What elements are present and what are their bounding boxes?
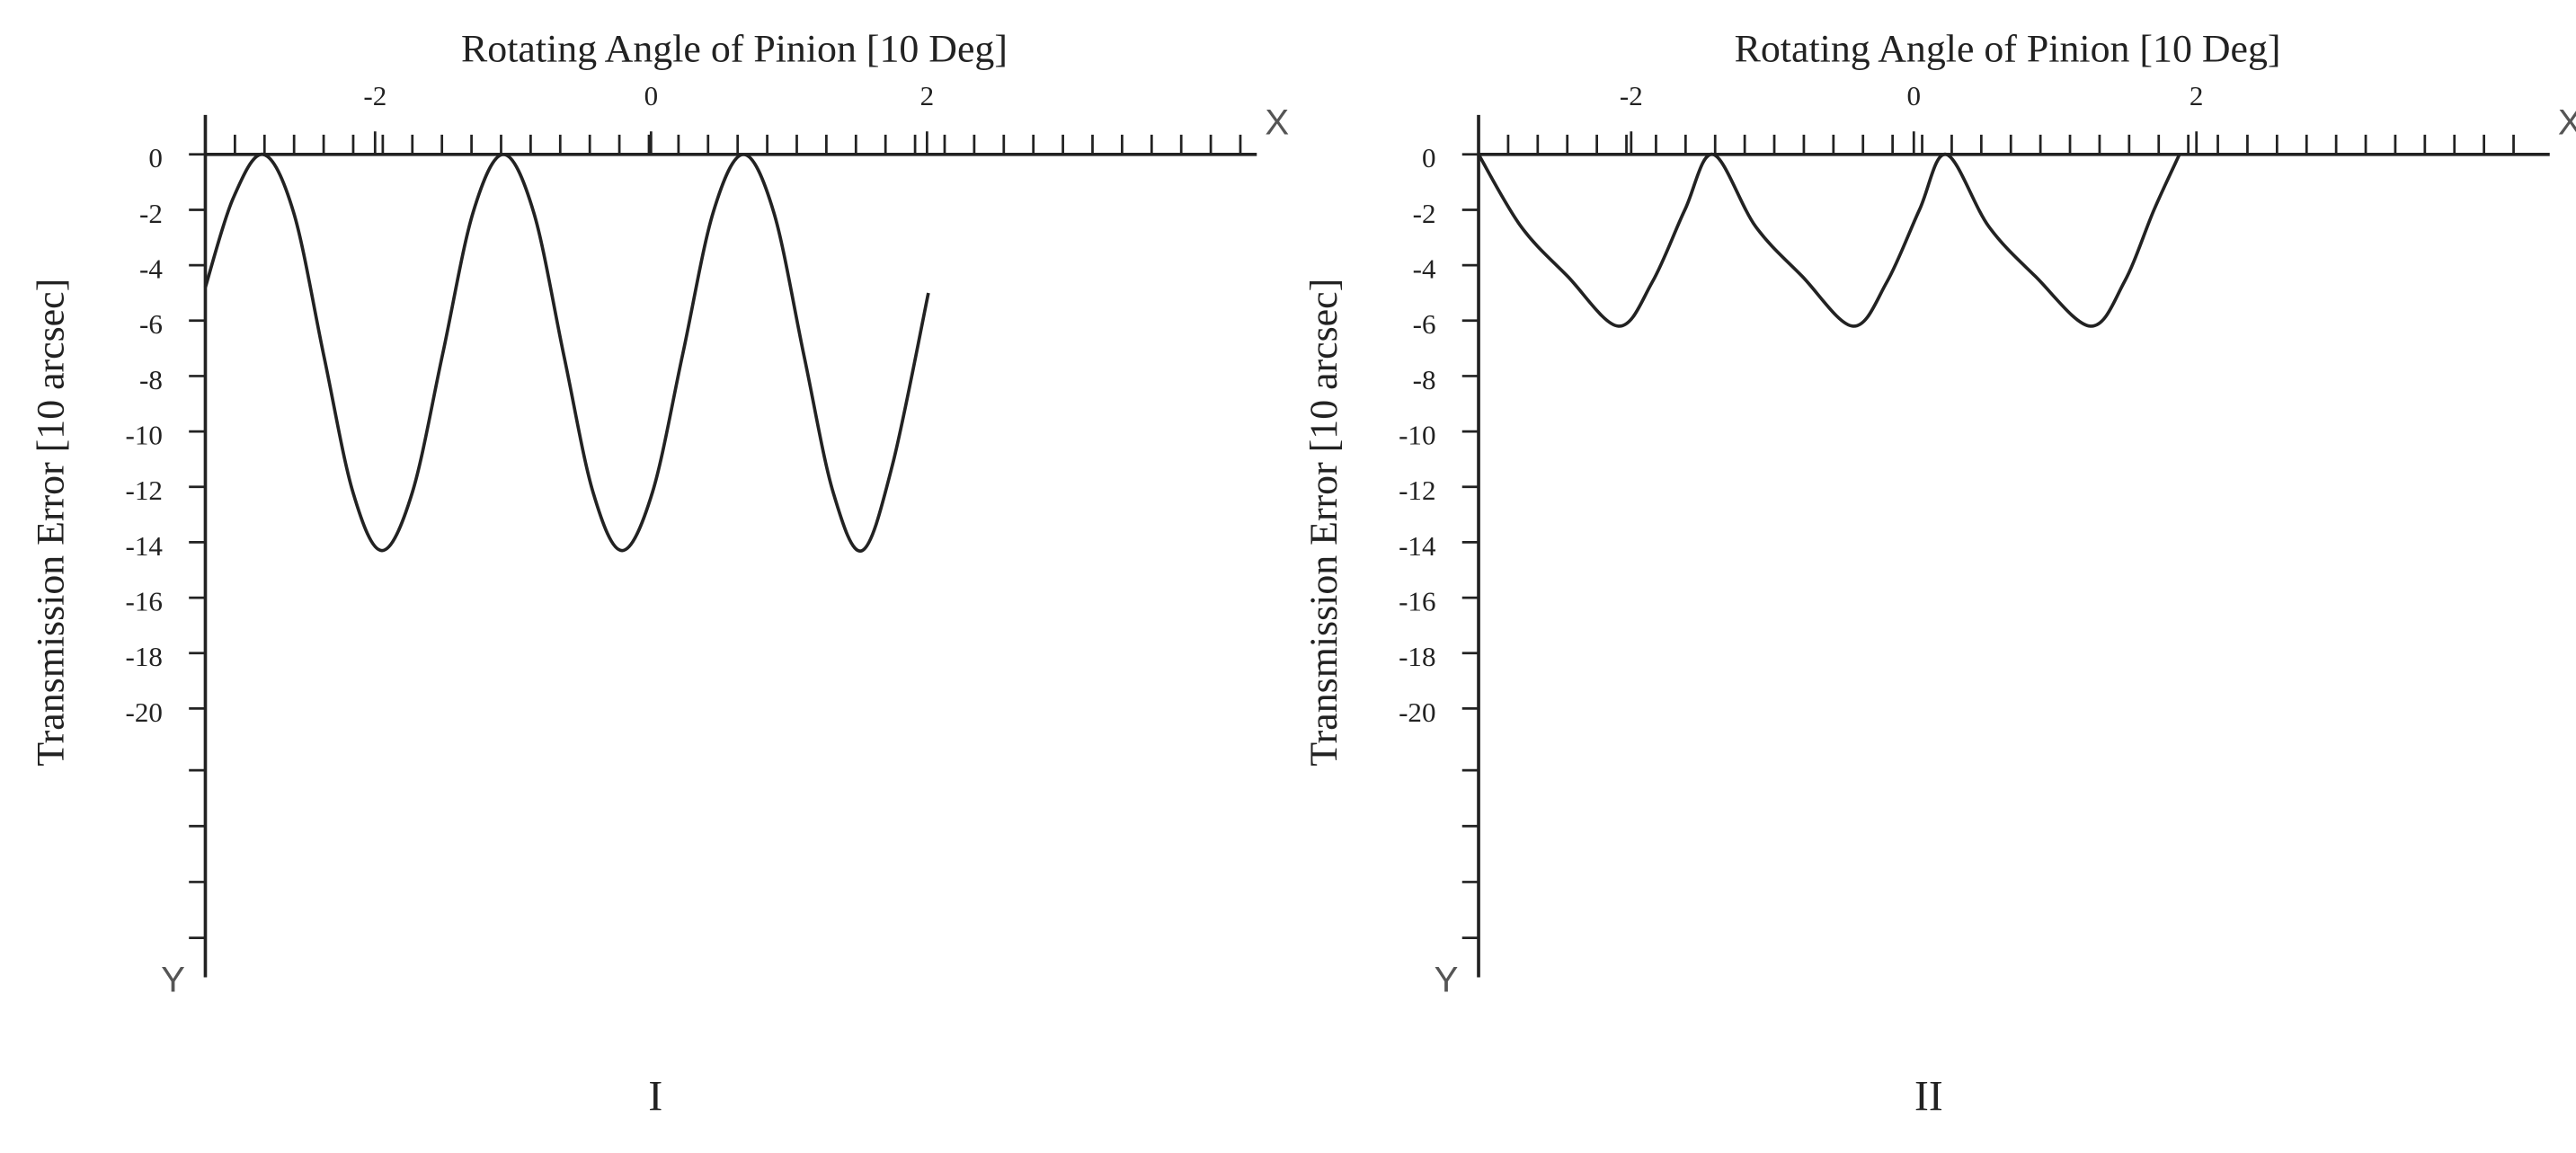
y-tick-label: -16 xyxy=(1399,586,1435,617)
chart-title: Rotating Angle of Pinion [10 Deg] xyxy=(461,28,1008,71)
panel: Rotating Angle of Pinion [10 Deg] Transmi… xyxy=(29,28,1289,1121)
data-line xyxy=(203,152,930,553)
y-tick-label: -2 xyxy=(139,198,163,229)
x-axis-letter: X xyxy=(2558,102,2576,143)
y-tick-label: -6 xyxy=(139,308,163,340)
y-tick-label: -12 xyxy=(126,475,163,506)
y-axis-title: Transmission Error [10 arcsec] xyxy=(29,279,72,767)
y-axis-letter: Y xyxy=(1435,960,1459,1000)
x-axis-letter: X xyxy=(1265,102,1289,143)
y-axis-title: Transmission Error [10 arcsec] xyxy=(1302,279,1346,767)
y-tick-label: -8 xyxy=(139,364,163,395)
y-tick-label: -18 xyxy=(1399,641,1435,672)
y-tick-label: -14 xyxy=(126,530,164,562)
x-tick-label: 2 xyxy=(2190,80,2204,111)
y-axis-letter: Y xyxy=(161,960,185,1000)
x-tick-label: 0 xyxy=(644,80,659,111)
y-tick-label: -12 xyxy=(1399,475,1435,506)
y-tick-label: -20 xyxy=(126,696,163,728)
y-tick-label: -8 xyxy=(1413,364,1436,395)
y-tick-label: -2 xyxy=(1413,198,1436,229)
y-tick-label: -16 xyxy=(126,586,163,617)
y-tick-label: -10 xyxy=(126,420,163,451)
x-tick-label: 2 xyxy=(920,80,935,111)
y-tick-label: -10 xyxy=(1399,420,1435,451)
y-tick-label: -18 xyxy=(126,641,163,672)
y-tick-label: 0 xyxy=(148,142,163,173)
y-tick-label: -6 xyxy=(1413,308,1436,340)
y-tick-label: -4 xyxy=(139,253,163,285)
y-tick-label: -4 xyxy=(1413,253,1436,285)
y-tick-label: 0 xyxy=(1422,142,1436,173)
x-tick-label: -2 xyxy=(363,80,386,111)
x-tick-label: 0 xyxy=(1906,80,1921,111)
chart-title: Rotating Angle of Pinion [10 Deg] xyxy=(1735,28,2281,71)
x-tick-label: -2 xyxy=(1620,80,1643,111)
y-tick-label: -20 xyxy=(1399,696,1435,728)
caption: I xyxy=(648,1073,662,1120)
y-tick-label: -14 xyxy=(1399,530,1436,562)
panel: Rotating Angle of Pinion [10 Deg] Transmi… xyxy=(1302,28,2576,1121)
data-line xyxy=(1477,152,2181,328)
caption: II xyxy=(1914,1073,1943,1120)
